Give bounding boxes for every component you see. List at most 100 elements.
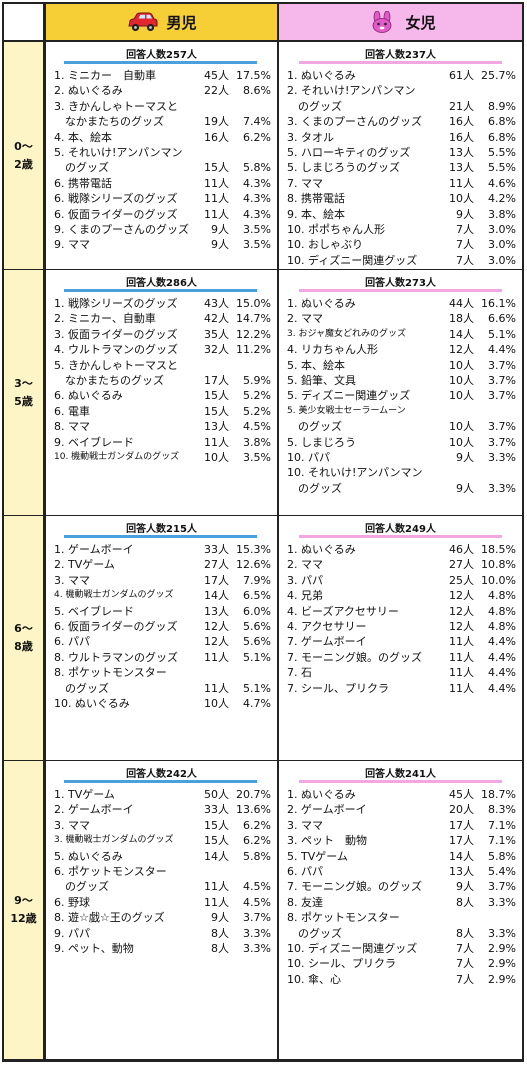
ranking-row: 6. 戦隊シリーズのグッズ 11人 4.3% bbox=[54, 191, 271, 206]
item-name: 2. ミニカー、自動車 bbox=[54, 312, 156, 326]
header-underline bbox=[64, 780, 257, 783]
item-name: 5. TVゲーム bbox=[287, 849, 348, 863]
ranking-row: のグッズ 8人 3.3% bbox=[287, 926, 516, 941]
item-count: 44人 bbox=[449, 297, 474, 310]
item-name: 1. TVゲーム bbox=[54, 788, 115, 801]
ranking-row: 5. きかんしゃトーマスと bbox=[54, 358, 271, 373]
item-name: 6. 仮面ライダーのグッズ bbox=[54, 207, 178, 221]
item-name: 3. パパ bbox=[287, 573, 323, 587]
item-count: 11人 bbox=[449, 650, 474, 664]
item-name: 5. ハローキティのグッズ bbox=[287, 145, 411, 159]
item-percent: 3.3% bbox=[488, 895, 516, 909]
item-count: 17人 bbox=[204, 573, 229, 587]
item-name: 9. パパ bbox=[54, 926, 90, 940]
item-count: 9人 bbox=[211, 222, 229, 236]
header-corner bbox=[4, 4, 46, 42]
item-count: 17人 bbox=[449, 818, 474, 832]
item-percent: 5.5% bbox=[488, 161, 516, 175]
item-percent: 2.9% bbox=[488, 957, 516, 971]
ranking-row: 10. ポポちゃん人形 7人 3.0% bbox=[287, 222, 516, 237]
item-name: なかまたちのグッズ bbox=[54, 373, 164, 387]
ranking-row: 4. 兄弟 12人 4.8% bbox=[287, 588, 516, 603]
item-percent bbox=[474, 465, 516, 480]
item-count: 11人 bbox=[204, 681, 229, 695]
item-name: 4. 兄弟 bbox=[287, 589, 323, 603]
item-name: 4. ウルトラマンのグッズ bbox=[54, 343, 178, 357]
item-percent: 6.2% bbox=[243, 818, 271, 832]
item-count: 42人 bbox=[204, 312, 229, 326]
ranking-row: 2. ゲームボーイ 33人 13.6% bbox=[54, 802, 271, 817]
ranking-row: のグッズ 11人 5.1% bbox=[54, 681, 271, 696]
item-count: 7人 bbox=[456, 238, 474, 252]
item-name: 1. ぬいぐるみ bbox=[287, 69, 356, 82]
item-count: 22人 bbox=[204, 84, 229, 98]
item-percent: 3.5% bbox=[243, 222, 271, 236]
ranking-row: 9. 本、絵本 9人 3.8% bbox=[287, 207, 516, 222]
item-count bbox=[195, 145, 229, 160]
item-name: 4. 機動戦士ガンダムのグッズ bbox=[54, 590, 174, 601]
ranking-row: 8. ポケットモンスター bbox=[287, 910, 516, 925]
item-count bbox=[440, 83, 474, 98]
ranking-row: 5. 鉛筆、文具 10人 3.7% bbox=[287, 373, 516, 388]
item-percent: 5.4% bbox=[488, 864, 516, 878]
item-percent: 3.8% bbox=[243, 435, 271, 449]
item-percent: 4.7% bbox=[243, 696, 271, 710]
item-count: 12人 bbox=[449, 343, 474, 357]
ranking-row: 9. くまのプーさんのグッズ 9人 3.5% bbox=[54, 222, 271, 237]
ranking-row: 9. ベイブレード 11人 3.8% bbox=[54, 435, 271, 450]
item-name: 4. 本、絵本 bbox=[54, 130, 112, 144]
item-name: 7. モーニング娘。のグッズ bbox=[287, 880, 422, 894]
item-name: 9. ママ bbox=[54, 238, 90, 252]
ranking-row: 5. しまじろうのグッズ 13人 5.5% bbox=[287, 160, 516, 175]
item-count: 50人 bbox=[204, 788, 229, 801]
item-name: 1. ミニカー 自動車 bbox=[54, 69, 156, 82]
item-count: 10人 bbox=[449, 435, 474, 449]
item-percent: 5.2% bbox=[243, 404, 271, 418]
item-count: 8人 bbox=[211, 941, 229, 955]
item-name: 5. それいけ!アンパンマン bbox=[54, 145, 183, 159]
item-name: 1. ぬいぐるみ bbox=[287, 543, 356, 556]
item-count: 11人 bbox=[204, 435, 229, 449]
item-percent: 17.5% bbox=[236, 69, 271, 82]
ranking-row: 7. ゲームボーイ 11人 4.4% bbox=[287, 634, 516, 649]
item-percent: 5.6% bbox=[243, 635, 271, 649]
item-count: 11人 bbox=[204, 192, 229, 206]
respondent-count: 回答人数257人 bbox=[126, 50, 197, 61]
ranking-row: 5. 美少女戦士セーラームーン bbox=[287, 404, 516, 419]
ranking-row: 3. ママ 15人 6.2% bbox=[54, 818, 271, 833]
item-percent: 5.9% bbox=[243, 373, 271, 387]
age-group-label: 9～ 12歳 bbox=[4, 761, 46, 1060]
item-name: 7. シール、プリクラ bbox=[287, 681, 389, 695]
item-percent: 4.8% bbox=[488, 619, 516, 633]
ranking-row: のグッズ 11人 4.5% bbox=[54, 879, 271, 894]
ranking-row: 10. パパ 9人 3.3% bbox=[287, 450, 516, 465]
item-percent: 3.7% bbox=[488, 880, 516, 894]
ranking-row: 10. 機動戦士ガンダムのグッズ 10人 3.5% bbox=[54, 450, 271, 465]
item-count: 19人 bbox=[204, 115, 229, 129]
item-name: のグッズ bbox=[287, 926, 342, 940]
item-name: 10. ぬいぐるみ bbox=[54, 696, 130, 710]
item-count: 12人 bbox=[449, 604, 474, 618]
item-name: 10. ディズニー関連グッズ bbox=[287, 941, 418, 955]
item-name: 5. 鉛筆、文具 bbox=[287, 373, 356, 387]
ranking-row: 8. 友達 8人 3.3% bbox=[287, 895, 516, 910]
item-percent: 5.5% bbox=[488, 145, 516, 159]
item-name: 10. 傘、心 bbox=[287, 972, 341, 986]
item-count: 9人 bbox=[456, 450, 474, 464]
ranking-row: 6. 電車 15人 5.2% bbox=[54, 404, 271, 419]
age-unit: 8歳 bbox=[14, 640, 33, 653]
header-underline bbox=[299, 61, 502, 64]
item-name: 9. 本、絵本 bbox=[287, 207, 345, 221]
ranking-row: 3. タオル 16人 6.8% bbox=[287, 130, 516, 145]
item-count: 10人 bbox=[449, 373, 474, 387]
item-name: 2. TVゲーム bbox=[54, 558, 115, 572]
item-name: 3. ペット 動物 bbox=[287, 834, 367, 848]
item-percent bbox=[229, 99, 271, 114]
girls-ranking-cell: 回答人数237人 1. ぬいぐるみ 61人 25.7% 2. それいけ!アンパンマン の… bbox=[279, 42, 522, 270]
ranking-row: 9. ママ 9人 3.5% bbox=[54, 237, 271, 252]
respondent-count: 回答人数215人 bbox=[126, 524, 197, 535]
item-count: 9人 bbox=[211, 238, 229, 252]
item-count: 7人 bbox=[456, 957, 474, 971]
respondent-count: 回答人数273人 bbox=[365, 278, 436, 289]
ranking-list: 1. ミニカー 自動車 45人 17.5% 2. ぬいぐるみ 22人 8.6% 3. きかん… bbox=[54, 68, 271, 253]
